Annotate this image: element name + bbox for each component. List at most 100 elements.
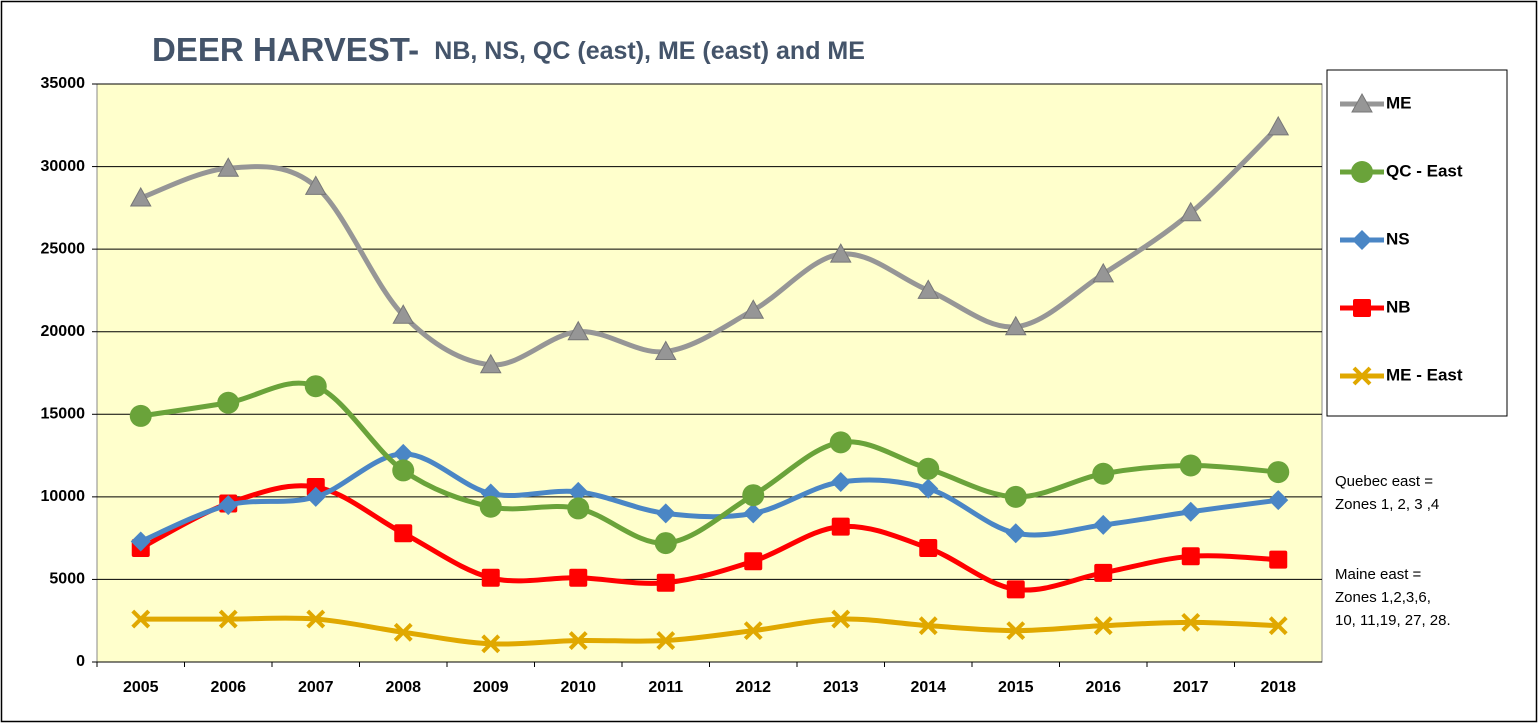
series <box>129 115 1290 374</box>
marker <box>1352 366 1372 386</box>
marker <box>218 495 239 516</box>
marker <box>130 531 151 552</box>
y-tick-label: 20000 <box>41 323 86 340</box>
annotation: Quebec east = <box>1335 473 1433 490</box>
marker <box>742 299 765 319</box>
marker <box>131 609 151 629</box>
x-tick-label: 2008 <box>385 679 421 696</box>
marker <box>656 631 676 650</box>
marker <box>1006 580 1025 599</box>
marker <box>1268 490 1289 511</box>
title: DEER HARVEST- <box>152 31 419 68</box>
series-line <box>139 483 1279 593</box>
marker <box>831 517 850 536</box>
chart-title: DEER HARVEST- NB, NS, QC (east), ME (eas… <box>152 31 865 68</box>
x-tick-label: 2011 <box>648 679 683 696</box>
marker <box>305 486 326 507</box>
series-line <box>139 451 1279 544</box>
marker <box>1353 299 1371 317</box>
marker <box>129 404 152 427</box>
subtitle: NB, NS, QC (east), ME (east) and ME <box>434 37 865 65</box>
marker <box>918 616 938 636</box>
x-tick-label: 2005 <box>123 679 159 696</box>
marker <box>1351 92 1373 113</box>
annotation: Zones 1,2,3,6, <box>1335 589 1431 606</box>
marker <box>394 524 413 543</box>
marker <box>1092 262 1115 283</box>
marker <box>218 609 238 629</box>
marker <box>1352 230 1372 250</box>
marker <box>567 497 590 520</box>
marker <box>743 503 764 524</box>
marker <box>829 431 852 454</box>
x-tick-label: 2007 <box>298 679 334 696</box>
marker <box>654 340 677 361</box>
marker <box>654 532 677 555</box>
marker <box>655 503 676 524</box>
legend-label: ME - East <box>1386 365 1463 384</box>
legend-label: NS <box>1386 229 1410 248</box>
marker <box>304 175 327 195</box>
x-tick-label: 2006 <box>210 679 246 696</box>
marker <box>1181 612 1201 632</box>
marker <box>829 243 852 263</box>
marker <box>479 353 502 374</box>
x-tick-label: 2012 <box>735 679 771 696</box>
series <box>130 443 1289 552</box>
marker <box>1004 315 1027 336</box>
marker <box>742 484 765 507</box>
marker <box>744 552 763 571</box>
marker <box>392 304 415 324</box>
marker <box>1267 115 1290 136</box>
legend-label: QC - East <box>1386 161 1463 180</box>
marker <box>743 621 763 641</box>
annotation: 10, 11,19, 27, 28. <box>1335 612 1451 629</box>
marker <box>217 157 240 177</box>
marker <box>481 634 501 654</box>
x-tick-label: 2015 <box>998 679 1034 696</box>
x-tick-label: 2009 <box>473 679 509 696</box>
x-tick-label: 2010 <box>560 679 596 696</box>
marker <box>1093 514 1114 535</box>
marker <box>1179 201 1202 222</box>
marker <box>1094 563 1113 582</box>
marker <box>917 279 940 299</box>
marker <box>568 481 589 502</box>
marker <box>1179 454 1202 477</box>
series-line <box>140 615 1279 647</box>
y-tick-label: 5000 <box>49 571 85 588</box>
marker <box>1092 462 1115 485</box>
x-tick-label: 2013 <box>823 679 859 696</box>
marker <box>304 375 327 398</box>
marker <box>917 457 940 480</box>
marker <box>1351 161 1373 183</box>
y-tick-label: 35000 <box>41 75 86 92</box>
plot-area <box>96 83 1323 663</box>
marker <box>393 443 414 464</box>
marker <box>831 609 851 629</box>
y-tick-label: 10000 <box>41 488 86 505</box>
marker <box>569 568 588 587</box>
marker <box>656 573 675 592</box>
marker <box>919 539 938 558</box>
marker <box>1005 523 1026 544</box>
marker <box>1180 501 1201 522</box>
x-tick-label: 2016 <box>1085 679 1121 696</box>
legend-label: NB <box>1386 297 1411 316</box>
marker <box>567 320 590 341</box>
series <box>129 375 1290 555</box>
y-tick-label: 30000 <box>41 158 86 175</box>
series <box>131 609 1288 654</box>
marker <box>392 459 415 482</box>
y-tick-label: 25000 <box>41 240 86 257</box>
y-tick-label: 15000 <box>41 406 86 423</box>
marker <box>481 568 500 587</box>
annotation: Zones 1, 2, 3 ,4 <box>1335 496 1439 513</box>
marker <box>568 631 588 650</box>
x-tick-label: 2017 <box>1173 679 1209 696</box>
marker <box>1267 461 1290 484</box>
marker <box>1269 550 1288 569</box>
marker <box>306 609 326 629</box>
y-tick-label: 0 <box>76 653 85 670</box>
